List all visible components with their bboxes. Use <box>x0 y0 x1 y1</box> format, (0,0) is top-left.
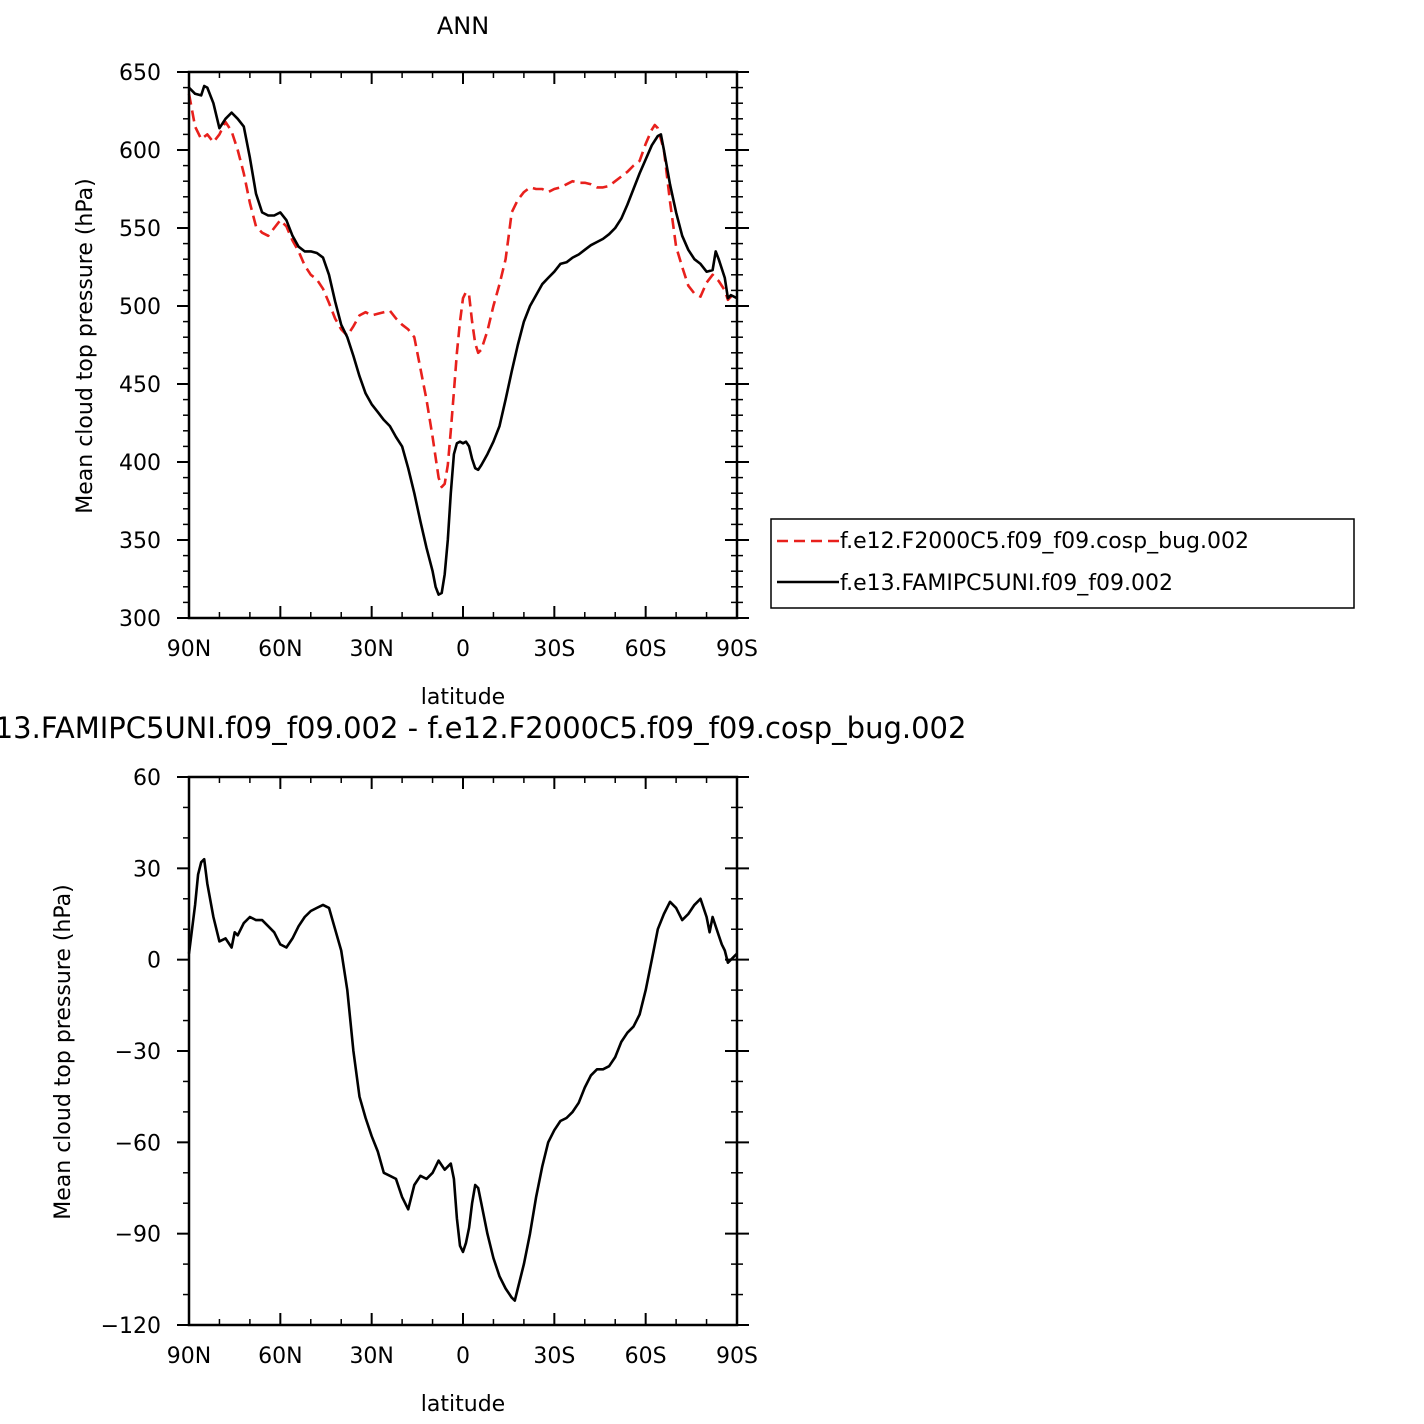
y-tick-label: 400 <box>119 451 161 476</box>
y-tick-label: 500 <box>119 295 161 320</box>
bottom-y-tick-labels: −120 −90 −60 −30 0 30 60 <box>101 766 161 1339</box>
y-tick-label: 550 <box>119 217 161 242</box>
x-tick-label: 30S <box>533 1344 575 1369</box>
y-tick-label: 600 <box>119 139 161 164</box>
x-tick-label: 0 <box>456 1344 470 1369</box>
x-tick-label: 30S <box>533 637 575 662</box>
y-tick-label: 650 <box>119 61 161 86</box>
series-line-1 <box>187 93 738 489</box>
legend-label-series-2: f.e13.FAMIPC5UNI.f09_f09.002 <box>840 571 1173 596</box>
legend: f.e12.F2000C5.f09_f09.cosp_bug.002 f.e13… <box>770 518 1355 609</box>
top-series-lines <box>187 84 738 596</box>
y-tick-label: 0 <box>147 949 161 974</box>
x-tick-label: 90N <box>167 637 211 662</box>
bottom-series-lines <box>187 857 738 1302</box>
y-tick-label: −30 <box>115 1040 161 1065</box>
y-tick-label: −60 <box>115 1131 161 1156</box>
y-tick-label: 350 <box>119 529 161 554</box>
x-tick-label: 0 <box>456 637 470 662</box>
bottom-x-tick-labels: 90N 60N 30N 0 30S 60S 90S <box>167 1344 758 1369</box>
top-panel: ANN Mean cloud top pressure (hPa) latitu… <box>73 12 758 710</box>
series-line-2 <box>188 84 738 596</box>
y-tick-label: 300 <box>119 607 161 632</box>
series-line-1 <box>187 857 738 1302</box>
bottom-x-axis-label: latitude <box>421 1392 505 1417</box>
x-tick-label: 60N <box>258 637 302 662</box>
top-y-tick-labels: 300 350 400 450 500 550 600 650 <box>119 61 161 632</box>
x-tick-label: 90N <box>167 1344 211 1369</box>
top-plot-frame <box>187 70 739 620</box>
bottom-panel: f.e13.FAMIPC5UNI.f09_f09.002 - f.e12.F20… <box>0 711 966 1417</box>
bottom-axis-ticks <box>177 776 749 1326</box>
x-tick-label: 60S <box>625 637 667 662</box>
x-tick-label: 30N <box>349 637 393 662</box>
legend-frame <box>770 518 1355 609</box>
x-tick-label: 90S <box>716 637 758 662</box>
x-tick-label: 60N <box>258 1344 302 1369</box>
x-tick-label: 90S <box>716 1344 758 1369</box>
y-tick-label: 450 <box>119 373 161 398</box>
top-x-axis-label: latitude <box>421 685 505 710</box>
y-tick-label: −120 <box>101 1314 161 1339</box>
y-tick-label: 60 <box>133 766 161 791</box>
y-tick-label: 30 <box>133 857 161 882</box>
x-tick-label: 30N <box>349 1344 393 1369</box>
bottom-y-axis-label: Mean cloud top pressure (hPa) <box>51 884 76 1219</box>
bottom-chart-title: f.e13.FAMIPC5UNI.f09_f09.002 - f.e12.F20… <box>0 711 966 745</box>
top-chart-title: ANN <box>437 12 489 40</box>
bottom-plot-frame <box>187 775 739 1327</box>
top-x-tick-labels: 90N 60N 30N 0 30S 60S 90S <box>167 637 758 662</box>
y-tick-label: −90 <box>115 1223 161 1248</box>
top-y-axis-label: Mean cloud top pressure (hPa) <box>73 178 98 513</box>
x-tick-label: 60S <box>625 1344 667 1369</box>
legend-label-series-1: f.e12.F2000C5.f09_f09.cosp_bug.002 <box>840 529 1249 554</box>
